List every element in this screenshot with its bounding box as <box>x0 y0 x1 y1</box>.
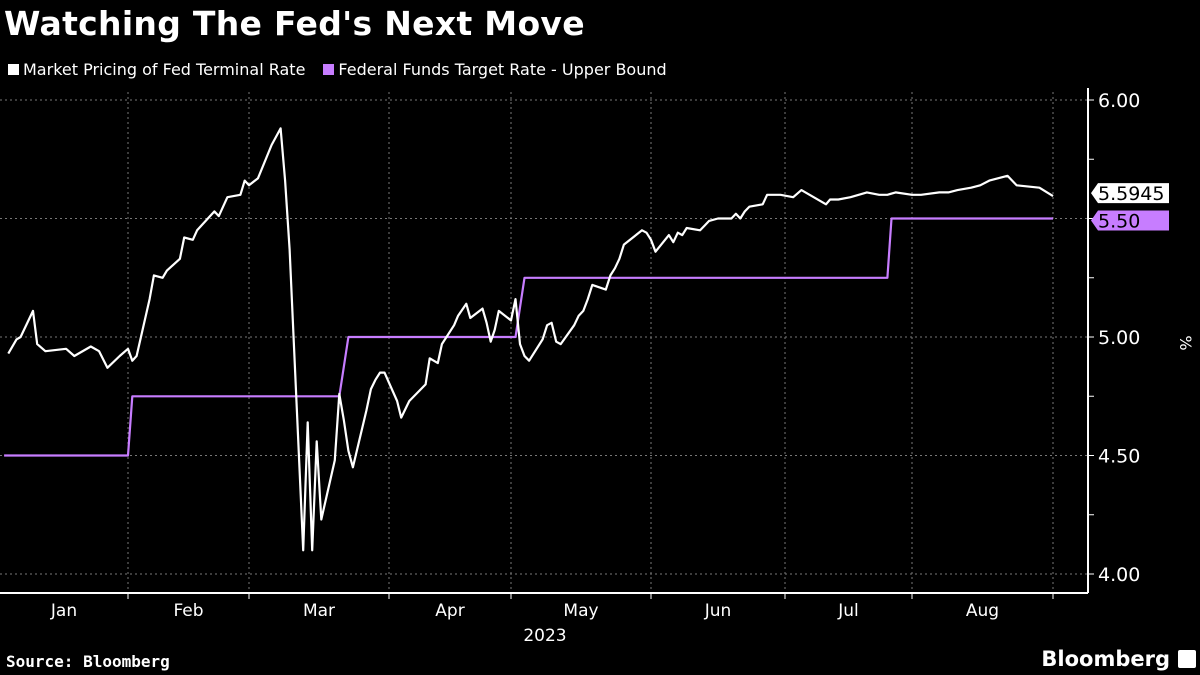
bloomberg-chart-icon <box>1178 650 1196 668</box>
legend-item-terminal-rate: Market Pricing of Fed Terminal Rate <box>8 60 305 79</box>
y-tick-label: 4.00 <box>1098 564 1140 586</box>
brand-logo: Bloomberg <box>1041 647 1170 671</box>
last-value-tag-terminal: 5.5945 <box>1098 183 1164 205</box>
legend-item-fed-funds: Federal Funds Target Rate - Upper Bound <box>323 60 667 79</box>
chart-title: Watching The Fed's Next Move <box>4 4 585 43</box>
x-tick-label: Jul <box>837 601 859 621</box>
last-value-tag-terminal-bg <box>1091 183 1169 204</box>
x-tick-label: May <box>563 601 598 621</box>
y-tick-label: 5.00 <box>1098 327 1140 349</box>
legend: Market Pricing of Fed Terminal Rate Fede… <box>8 60 667 79</box>
source-note: Source: Bloomberg <box>6 652 170 671</box>
fed-funds-line <box>4 217 1053 457</box>
x-tick-label: Jun <box>704 601 732 621</box>
y-tick-label: 4.50 <box>1098 446 1140 468</box>
x-tick-label: Aug <box>966 601 999 621</box>
x-tick-label: Mar <box>303 601 335 621</box>
y-tick-label: 6.00 <box>1098 90 1140 112</box>
legend-swatch-purple <box>323 64 335 75</box>
legend-label: Federal Funds Target Rate - Upper Bound <box>338 60 667 79</box>
x-tick-label: Jan <box>50 601 77 621</box>
legend-label: Market Pricing of Fed Terminal Rate <box>23 60 306 79</box>
y-axis-label: % <box>1176 335 1195 350</box>
legend-swatch-white <box>8 64 19 75</box>
x-axis-label: 2023 <box>523 626 566 646</box>
last-value-tag-fed-funds-bg <box>1091 210 1169 231</box>
terminal-rate-line <box>7 127 1054 552</box>
last-value-tag-fed-funds: 5.50 <box>1098 211 1140 233</box>
x-tick-label: Apr <box>435 601 464 621</box>
x-tick-label: Feb <box>173 601 203 621</box>
